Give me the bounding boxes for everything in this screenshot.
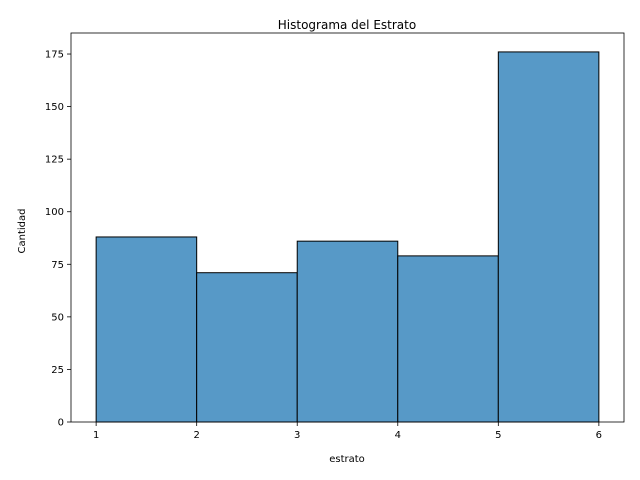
y-tick-label: 75 xyxy=(51,260,64,271)
y-tick-label: 0 xyxy=(58,418,64,429)
plot-frame xyxy=(70,32,625,423)
x-tick-label: 3 xyxy=(294,430,300,441)
x-tick-label: 6 xyxy=(596,430,602,441)
y-tick-label: 25 xyxy=(51,365,64,376)
y-tick-label: 100 xyxy=(45,207,64,218)
x-axis-ticks: 1 2 3 4 5 6 xyxy=(93,422,602,441)
histogram-bar-3 xyxy=(296,240,399,423)
x-tick-label: 4 xyxy=(395,430,401,441)
y-tick-label: 50 xyxy=(51,312,64,323)
chart-title: Histograma del Estrato xyxy=(278,18,416,32)
histogram-bar-4 xyxy=(397,255,499,423)
x-tick-label: 1 xyxy=(93,430,99,441)
y-tick-label: 175 xyxy=(45,50,64,61)
y-axis-label: Cantidad xyxy=(17,209,28,254)
bars-group xyxy=(95,51,600,423)
histogram-bar-1 xyxy=(95,236,198,423)
histogram-bar-2 xyxy=(196,272,298,423)
x-axis-label: estrato xyxy=(329,454,365,465)
y-axis-ticks: 0 25 50 75 100 125 150 175 xyxy=(45,50,71,429)
histogram-bar-5 xyxy=(497,51,600,423)
x-tick-label: 2 xyxy=(193,430,199,441)
y-tick-label: 125 xyxy=(45,155,64,166)
x-tick-label: 5 xyxy=(495,430,501,441)
y-tick-label: 150 xyxy=(45,102,64,113)
